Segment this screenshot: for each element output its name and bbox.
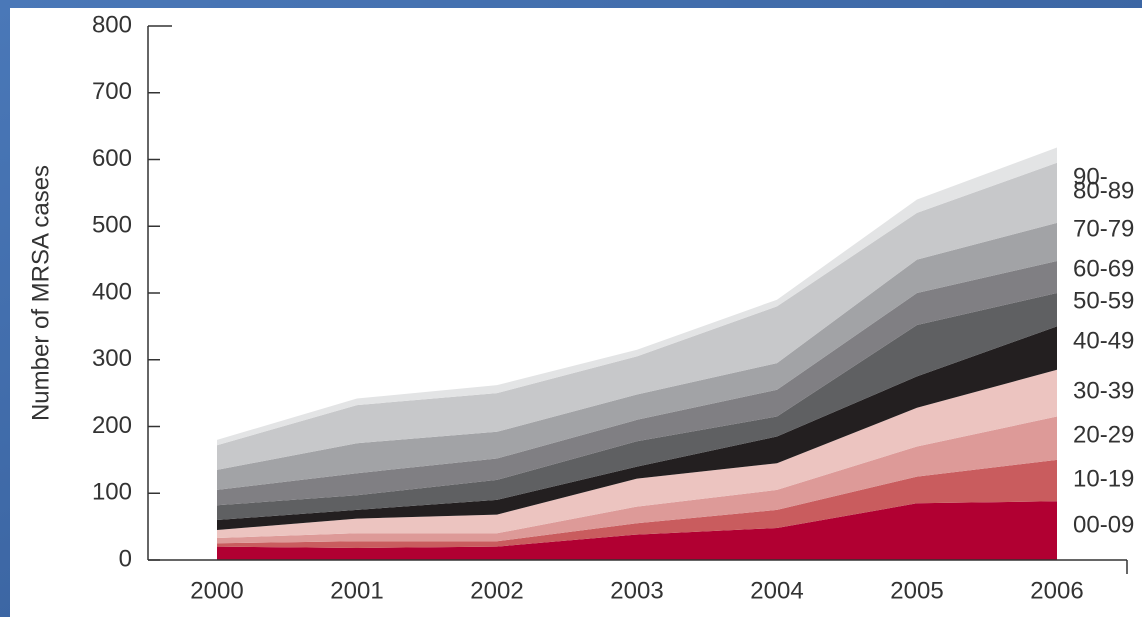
legend-label: 20-29 xyxy=(1073,421,1134,448)
x-tick-label: 2003 xyxy=(610,577,663,604)
area xyxy=(217,293,1057,520)
legend-label: 30-39 xyxy=(1073,377,1134,404)
area xyxy=(217,147,1057,446)
area xyxy=(217,162,1057,470)
area xyxy=(217,261,1057,506)
y-tick-label: 200 xyxy=(92,412,132,439)
x-tick-label: 2001 xyxy=(330,577,383,604)
x-tick-label: 2006 xyxy=(1030,577,1083,604)
areas xyxy=(217,147,1057,560)
legend-label: 90- xyxy=(1073,163,1108,190)
y-tick-label: 100 xyxy=(92,479,132,506)
area xyxy=(217,222,1057,490)
y-tick-label: 700 xyxy=(92,78,132,105)
area xyxy=(217,416,1057,544)
legend-label: 50-59 xyxy=(1073,287,1134,314)
legend-label: 00-09 xyxy=(1073,511,1134,538)
legend-label: 70-79 xyxy=(1073,215,1134,242)
y-tick-label: 300 xyxy=(92,345,132,372)
legend-label: 80-89 xyxy=(1073,177,1134,204)
y-tick-label: 400 xyxy=(92,278,132,305)
legend-label: 40-49 xyxy=(1073,327,1134,354)
x-tick-label: 2000 xyxy=(190,577,243,604)
area xyxy=(217,369,1057,538)
y-tick-label: 800 xyxy=(92,11,132,38)
legend-label: 10-19 xyxy=(1073,465,1134,492)
legend-label: 60-69 xyxy=(1073,255,1134,282)
y-axis-title: Number of MRSA cases xyxy=(27,165,54,421)
area xyxy=(217,459,1057,548)
y-tick-label: 0 xyxy=(119,545,132,572)
x-tick-label: 2004 xyxy=(750,577,803,604)
area xyxy=(217,501,1057,560)
y-tick-label: 500 xyxy=(92,212,132,239)
x-tick-label: 2005 xyxy=(890,577,943,604)
y-tick-label: 600 xyxy=(92,145,132,172)
x-tick-label: 2002 xyxy=(470,577,523,604)
